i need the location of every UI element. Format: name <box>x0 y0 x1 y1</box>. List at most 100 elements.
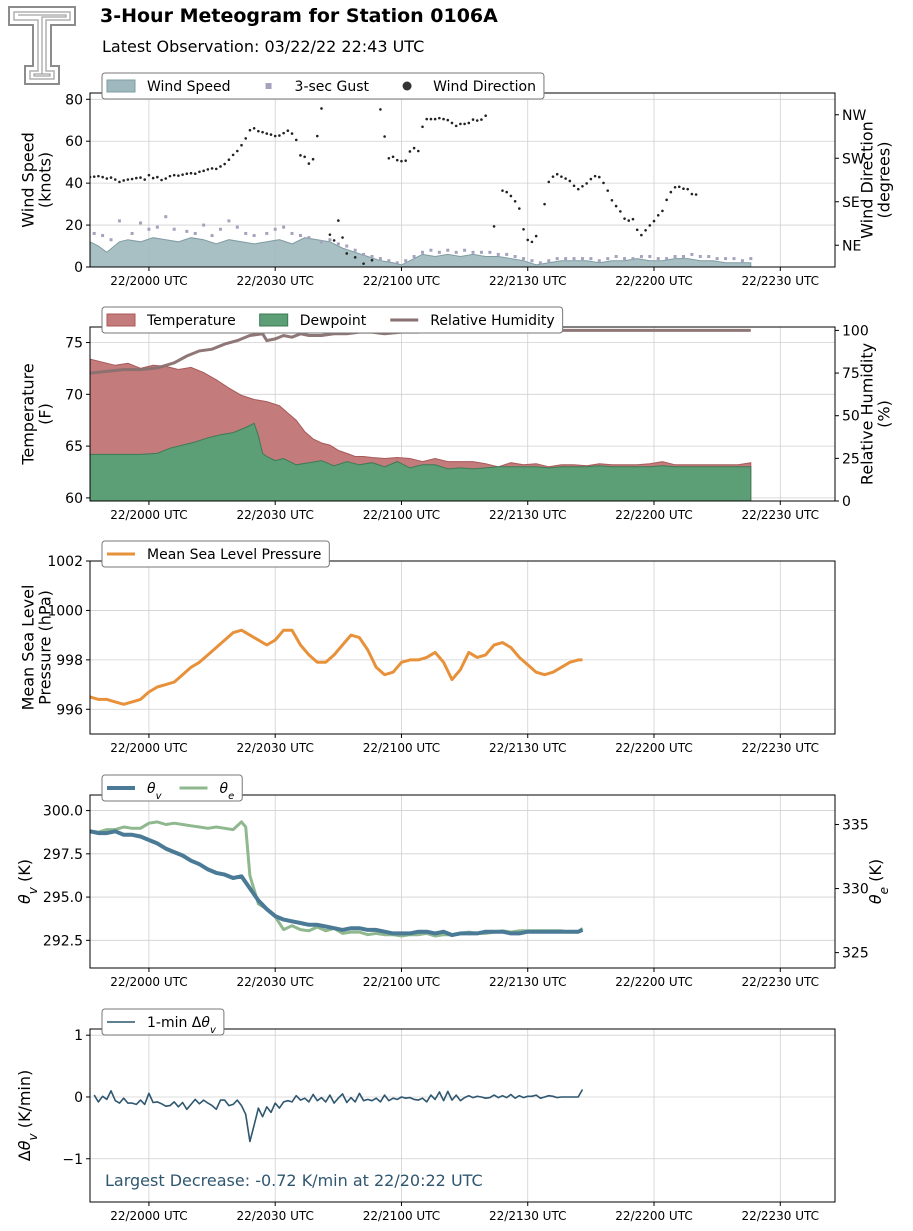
wind-direction-point <box>92 175 96 178</box>
y2-tick-label: 25 <box>842 451 860 467</box>
y2-tick-label: SE <box>842 195 860 211</box>
gust-marker <box>437 250 441 254</box>
wind-direction-point <box>290 132 294 135</box>
wind-direction-point <box>446 118 450 122</box>
x-tick-label: 22/2200 UTC <box>615 741 692 755</box>
gust-marker <box>265 231 269 235</box>
gust-marker <box>147 227 151 231</box>
gust-marker <box>547 259 551 263</box>
y2-axis-label: θe (K) <box>866 859 891 904</box>
wind-direction-point <box>362 262 365 265</box>
gust-marker <box>429 248 433 252</box>
wind-direction-point <box>143 178 147 181</box>
gust-marker <box>479 250 483 254</box>
y-axis-label: (F) <box>36 403 55 425</box>
gust-marker <box>307 236 311 240</box>
wind-direction-point <box>694 193 698 196</box>
wind-direction-point <box>421 125 424 129</box>
wind-direction-point <box>311 157 315 161</box>
wind-direction-point <box>593 174 597 178</box>
wind-direction-point <box>337 219 340 222</box>
chart-panel-pressure: 22/2000 UTC 22/2030 UTC 22/2100 UTC 22/2130… <box>19 540 836 755</box>
wind-direction-point <box>475 119 479 122</box>
wind-direction-point <box>341 236 344 239</box>
gust-marker <box>172 227 176 231</box>
wind-direction-point <box>286 129 290 132</box>
wind-direction-point <box>505 190 508 194</box>
wind-direction-point <box>543 202 546 206</box>
wind-direction-point <box>682 187 685 190</box>
legend-swatch <box>106 313 136 327</box>
x-tick-label: 22/2200 UTC <box>615 508 692 522</box>
x-tick-label: 22/2130 UTC <box>489 508 566 522</box>
x-tick-label: 22/2200 UTC <box>615 1209 692 1223</box>
gust-marker <box>92 231 96 235</box>
legend-label: 1-min Δθv <box>147 1015 217 1036</box>
wind-direction-point <box>606 189 610 192</box>
gust-marker <box>328 238 332 242</box>
page-title: 3-Hour Meteogram for Station 0106A <box>100 5 498 27</box>
y2-tick-label: 75 <box>842 366 860 382</box>
x-tick-label: 22/2030 UTC <box>236 274 313 288</box>
wind-direction-point <box>412 146 416 150</box>
gust-marker <box>715 257 719 261</box>
gust-marker <box>522 257 526 261</box>
gust-marker <box>488 250 492 254</box>
y2-tick-label: NE <box>842 238 861 254</box>
wind-direction-point <box>160 178 163 182</box>
x-tick-label: 22/2000 UTC <box>110 1209 187 1223</box>
gust-marker <box>589 257 593 261</box>
wind-direction-point <box>353 256 357 259</box>
x-tick-label: 22/2230 UTC <box>742 274 819 288</box>
y2-axis-label: Wind Direction <box>858 121 877 239</box>
gust-marker <box>202 223 206 227</box>
wind-direction-point <box>223 162 226 166</box>
wind-direction-point <box>164 177 168 180</box>
wind-direction-point <box>261 130 264 134</box>
plot-area <box>90 795 835 968</box>
y2-tick-label: 0 <box>842 494 851 510</box>
gust-marker <box>345 244 349 248</box>
wind-direction-point <box>328 233 332 236</box>
gust-marker <box>555 257 559 261</box>
y-tick-label: 0 <box>74 260 83 276</box>
wind-direction-point <box>109 176 113 179</box>
y-tick-label: 1002 <box>47 554 83 570</box>
wind-direction-point <box>568 179 572 183</box>
x-tick-label: 22/2200 UTC <box>615 975 692 989</box>
wind-direction-point <box>442 117 445 121</box>
gust-marker <box>101 234 105 238</box>
gust-marker <box>698 255 702 259</box>
y-axis-label: Δθv (K/min) <box>15 1070 40 1161</box>
wind-direction-point <box>509 194 513 198</box>
x-tick-label: 22/2030 UTC <box>236 741 313 755</box>
wind-direction-point <box>118 180 121 184</box>
wind-direction-point <box>151 176 155 180</box>
wind-direction-point <box>661 209 664 213</box>
wind-direction-point <box>198 170 201 174</box>
y2-tick-label: 330 <box>842 882 869 898</box>
gust-marker <box>298 234 302 238</box>
wind-direction-point <box>454 124 458 128</box>
wind-direction-point <box>257 129 260 133</box>
gust-marker <box>139 221 143 225</box>
legend-label: Wind Direction <box>433 79 536 95</box>
y2-axis-label: (%) <box>875 400 894 428</box>
y-tick-label: 996 <box>56 702 83 718</box>
gust-marker <box>252 234 256 238</box>
x-tick-label: 22/2100 UTC <box>363 741 440 755</box>
y2-tick-label: 100 <box>842 323 869 339</box>
y-tick-label: 1 <box>74 1028 83 1044</box>
gust-marker <box>446 248 450 252</box>
wind-direction-point <box>572 184 576 188</box>
wind-direction-point <box>219 165 222 168</box>
wind-direction-point <box>185 172 189 176</box>
wind-direction-point <box>585 182 588 185</box>
gust-marker <box>130 231 134 235</box>
wind-direction-point <box>417 149 420 153</box>
y-tick-label: 40 <box>65 176 83 192</box>
wind-direction-point <box>530 240 534 244</box>
legend: Mean Sea Level Pressure <box>101 540 330 568</box>
gust-marker <box>496 252 500 256</box>
wind-direction-point <box>547 180 551 184</box>
